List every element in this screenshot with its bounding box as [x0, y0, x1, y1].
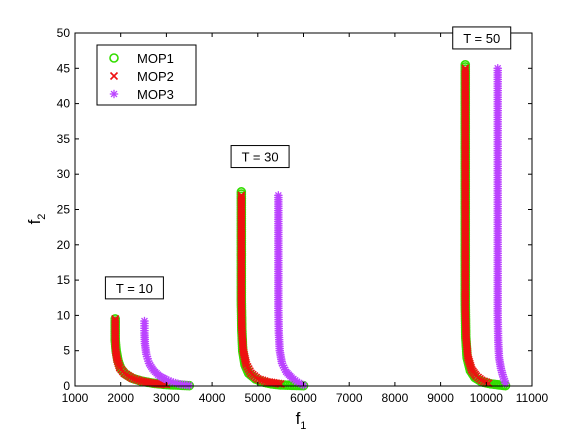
- y-tick-label: 35: [57, 132, 71, 146]
- y-tick-label: 20: [57, 238, 71, 252]
- series-mop2: [111, 64, 493, 389]
- data-point: [256, 375, 265, 384]
- legend-marker: [109, 71, 119, 81]
- y-tick-label: 0: [63, 379, 70, 393]
- series-mop3: [140, 64, 510, 390]
- x-tick-label: 4000: [199, 391, 226, 405]
- x-tick-label: 10000: [470, 391, 504, 405]
- x-tick-label: 2000: [107, 391, 134, 405]
- annotations: T = 10 T = 30 T = 50: [104, 26, 512, 300]
- y-tick-label: 5: [63, 344, 70, 358]
- x-tick-label: 5000: [244, 391, 271, 405]
- x-tick-label: 7000: [336, 391, 363, 405]
- y-tick-label: 50: [57, 26, 71, 40]
- data-point: [477, 376, 486, 385]
- legend-marker: [109, 89, 119, 99]
- y-tick-label: 30: [57, 167, 71, 181]
- annotation-box: [452, 26, 512, 50]
- annotation-label: T = 50: [463, 31, 500, 46]
- legend-label: MOP3: [137, 87, 174, 102]
- legend-label: MOP1: [137, 51, 174, 66]
- data-point: [115, 361, 124, 370]
- annotation-box: [230, 145, 290, 169]
- y-axis-label: f2: [25, 214, 48, 225]
- ticks: 1000 2000 3000 4000 5000 6000 7000 8000 9000 1000…: [57, 26, 549, 405]
- data-layer: [110, 59, 511, 391]
- annotation-box: [104, 276, 164, 300]
- data-point: [130, 374, 139, 384]
- x-tick-label: 8000: [382, 391, 409, 405]
- data-point: [258, 376, 267, 385]
- x-tick-label: 1000: [62, 391, 89, 405]
- y-tick-label: 40: [57, 97, 71, 111]
- y-tick-label: 25: [57, 203, 71, 217]
- data-point: [132, 375, 141, 384]
- x-tick-label: 3000: [153, 391, 180, 405]
- y-tick-label: 10: [57, 308, 71, 322]
- x-tick-label: 11000: [516, 391, 549, 405]
- y-tick-label: 45: [57, 61, 71, 75]
- data-point: [185, 381, 194, 390]
- x-tick-label: 9000: [427, 391, 454, 405]
- x-tick-label: 6000: [290, 391, 317, 405]
- legend: MOP1 MOP2 MOP3: [96, 44, 197, 106]
- annotation-label: T = 10: [116, 281, 153, 296]
- data-point: [253, 374, 262, 384]
- legend-label: MOP2: [137, 69, 174, 84]
- y-tick-label: 15: [57, 273, 71, 287]
- x-axis-label: f1: [296, 409, 307, 432]
- data-point: [128, 374, 137, 383]
- series-mop1: [110, 59, 511, 391]
- legend-marker: [109, 53, 119, 63]
- annotation-label: T = 30: [242, 150, 279, 165]
